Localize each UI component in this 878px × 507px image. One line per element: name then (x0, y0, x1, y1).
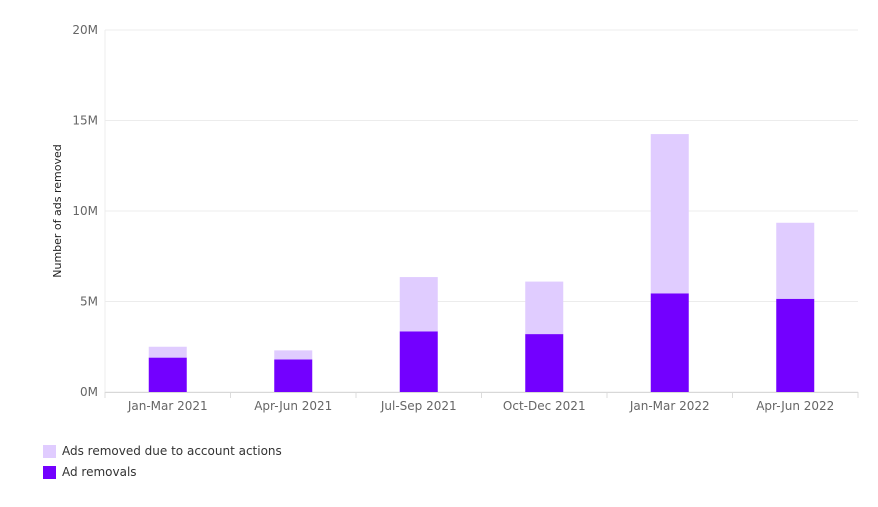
x-axis-ticks: Jan-Mar 2021 Apr-Jun 2021 Jul-Sep 2021 Oct-… (104, 392, 859, 413)
legend-item-ad-removals[interactable]: Ad removals (43, 462, 282, 482)
bar-account-actions[interactable] (399, 277, 438, 332)
legend-label-account-actions: Ads removed due to account actions (62, 444, 282, 458)
y-tick-label: 20M (72, 23, 98, 37)
legend-swatch-ad-removals (43, 465, 56, 479)
y-tick-label: 10M (72, 204, 98, 218)
bar-account-actions[interactable] (274, 350, 313, 360)
legend-label-ad-removals: Ad removals (62, 465, 137, 479)
bar-account-actions[interactable] (525, 281, 564, 335)
x-tick-label: Apr-Jun 2021 (254, 399, 332, 413)
y-axis-label: Number of ads removed (51, 144, 64, 278)
x-tick-label: Jul-Sep 2021 (380, 399, 457, 413)
x-tick-label: Jan-Mar 2021 (127, 399, 208, 413)
gridlines (104, 29, 858, 393)
bar-ad-removals[interactable] (776, 298, 815, 392)
legend-swatch-account-actions (43, 444, 56, 458)
x-tick-label: Jan-Mar 2022 (629, 399, 710, 413)
bar-ad-removals[interactable] (148, 357, 187, 392)
bar-account-actions[interactable] (148, 346, 187, 358)
stacked-bar-chart: 0M 5M 10M 15M 20M Jan-Mar 2021 Apr-Jun 2021 Ju… (51, 23, 859, 413)
bar-account-actions[interactable] (776, 222, 815, 299)
bar-ad-removals[interactable] (274, 359, 313, 392)
y-tick-label: 5M (80, 295, 98, 309)
x-tick-label: Oct-Dec 2021 (503, 399, 586, 413)
y-tick-label: 0M (80, 385, 98, 399)
y-tick-label: 15M (72, 114, 98, 128)
bar-ad-removals[interactable] (525, 334, 564, 392)
legend-item-account-actions[interactable]: Ads removed due to account actions (43, 441, 282, 461)
legend: Ads removed due to account actions Ad re… (43, 441, 282, 483)
bar-ad-removals[interactable] (399, 331, 438, 392)
bars (148, 134, 815, 392)
bar-ad-removals[interactable] (650, 293, 689, 392)
y-axis-ticks: 0M 5M 10M 15M 20M (72, 23, 98, 399)
bar-account-actions[interactable] (650, 134, 689, 294)
x-tick-label: Apr-Jun 2022 (756, 399, 834, 413)
